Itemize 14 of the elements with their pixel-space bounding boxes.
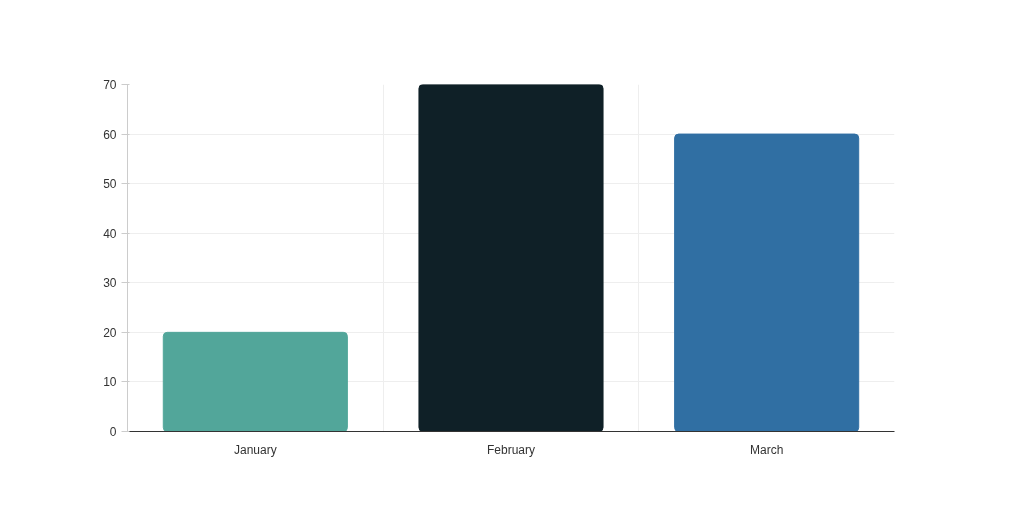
- y-tick-label: 20: [103, 325, 117, 340]
- x-tick-label: January: [233, 442, 277, 457]
- x-tick-label: March: [750, 442, 784, 457]
- y-tick-label: 10: [103, 375, 117, 390]
- bar: [162, 331, 348, 432]
- y-tick-label: 0: [109, 425, 117, 439]
- y-tick-label: 40: [103, 226, 117, 241]
- y-tick-label: 50: [103, 177, 117, 192]
- x-tick-label: February: [486, 442, 536, 457]
- y-tick-label: 70: [103, 78, 117, 92]
- bar: [418, 84, 604, 432]
- bar: [674, 133, 860, 432]
- y-tick-label: 60: [103, 127, 117, 142]
- y-tick-label: 30: [103, 276, 117, 291]
